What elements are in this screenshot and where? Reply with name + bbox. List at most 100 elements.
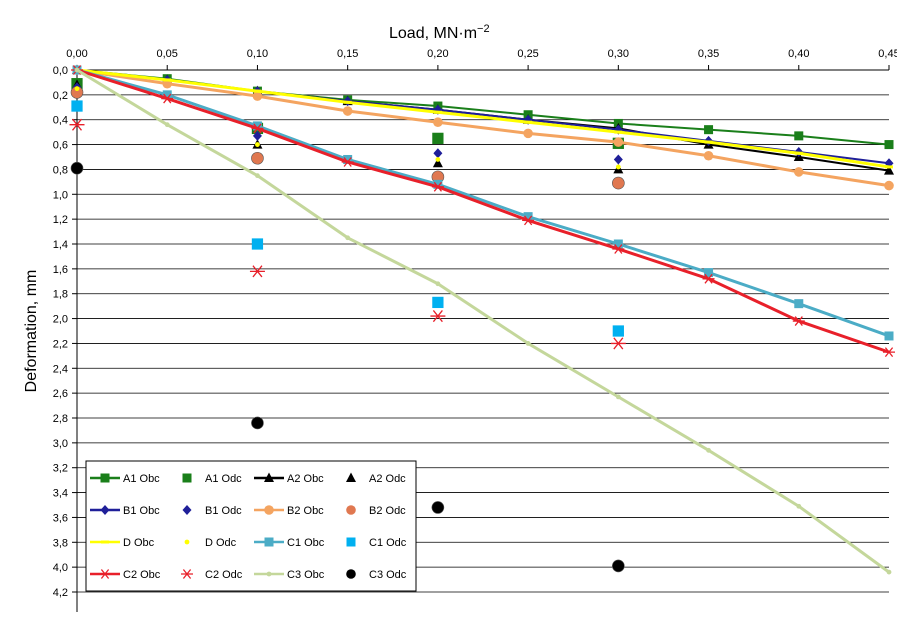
series-c2-obc: [71, 65, 895, 358]
data-point: [706, 447, 711, 453]
data-point: [525, 341, 531, 346]
x-tick-label: 0,15: [337, 48, 358, 60]
y-tick-label: 3,0: [53, 438, 68, 450]
data-point: [435, 281, 441, 287]
data-point: [704, 268, 714, 278]
y-tick-label: 4,2: [53, 587, 68, 599]
y-tick-label: 3,6: [53, 512, 68, 524]
data-point: [886, 569, 892, 575]
data-point: [613, 154, 623, 165]
series-line: [76, 68, 890, 169]
data-point: [253, 89, 262, 93]
data-point: [255, 173, 260, 179]
data-point: [161, 93, 174, 104]
y-tick-label: 2,6: [53, 388, 68, 400]
data-point: [704, 140, 713, 144]
x-tick-label: 0,30: [608, 48, 629, 60]
series-c1-odc: [71, 100, 624, 337]
x-tick-label: 0,45: [878, 48, 897, 60]
data-point: [794, 299, 804, 309]
legend-label: A1 Obc: [123, 473, 160, 485]
data-point: [523, 212, 533, 222]
data-point: [431, 181, 444, 192]
x-tick-label: 0,10: [247, 48, 268, 60]
legend-marker-swatch: [100, 473, 110, 483]
y-axis-title: Deformation, mm: [23, 270, 40, 393]
data-point: [793, 167, 804, 177]
data-point: [612, 176, 625, 190]
y-tick-label: 1,8: [53, 289, 68, 301]
data-point: [69, 118, 85, 131]
legend-marker-swatch: [99, 569, 111, 579]
y-tick-label: 2,8: [53, 413, 68, 425]
legend-label: B1 Odc: [205, 505, 242, 517]
legend-marker-swatch: [264, 505, 274, 515]
data-point: [884, 180, 894, 191]
legend-marker-swatch: [266, 571, 272, 577]
legend-item: A1 Obc: [90, 473, 160, 485]
data-point: [613, 239, 623, 249]
y-tick-label: 1,2: [53, 214, 68, 226]
y-tick-label: 4,0: [53, 562, 68, 574]
data-point: [794, 151, 803, 155]
y-tick-label: 0,4: [53, 115, 68, 127]
legend-label: A1 Odc: [205, 473, 242, 485]
data-point: [74, 86, 80, 92]
data-point: [885, 165, 893, 169]
data-point: [432, 296, 444, 309]
data-point: [433, 148, 443, 159]
legend-marker-swatch: [181, 569, 193, 579]
legend-marker-swatch: [346, 505, 356, 515]
legend-item: C1 Odc: [346, 537, 407, 549]
data-point: [433, 117, 443, 127]
data-point: [345, 235, 351, 241]
data-point: [163, 78, 172, 82]
data-point: [613, 137, 624, 147]
data-point: [431, 501, 445, 514]
data-point: [612, 244, 625, 254]
data-point: [432, 132, 444, 144]
data-point: [251, 416, 264, 430]
data-point: [252, 121, 262, 131]
legend-item: C1 Obc: [254, 537, 325, 549]
y-tick-label: 1,4: [53, 239, 68, 251]
legend-label: C3 Obc: [287, 569, 325, 581]
x-tick-label: 0,25: [517, 48, 538, 60]
legend-item: A2 Odc: [346, 472, 406, 485]
series-b1-odc: [72, 82, 623, 165]
data-point: [162, 90, 172, 100]
data-point: [612, 559, 625, 573]
data-point: [252, 91, 263, 101]
legend-label: B1 Obc: [123, 505, 160, 517]
series-d-odc: [74, 86, 621, 170]
data-point: [430, 310, 446, 323]
x-axis-title-superscript: −2: [477, 23, 490, 35]
legend-marker-swatch: [101, 540, 109, 544]
data-point: [884, 140, 894, 150]
y-tick-label: 1,0: [53, 189, 68, 201]
legend-item: C2 Obc: [90, 569, 161, 581]
data-point: [796, 503, 802, 509]
legend-marker-swatch: [346, 569, 356, 579]
legend-item: B2 Obc: [254, 505, 324, 517]
y-tick-label: 3,2: [53, 463, 68, 475]
legend-marker-swatch: [346, 537, 356, 547]
data-point: [74, 67, 80, 73]
legend-item: C3 Odc: [346, 569, 407, 581]
data-point: [343, 100, 352, 104]
data-point: [704, 125, 714, 135]
data-point: [523, 128, 533, 139]
legend-marker-swatch: [100, 505, 110, 515]
legend-label: C1 Obc: [287, 537, 325, 549]
data-point: [703, 150, 714, 161]
y-tick-label: 0,2: [53, 90, 68, 102]
data-point: [702, 273, 715, 284]
data-point: [255, 142, 260, 147]
series-line: [76, 68, 890, 574]
x-axis-title-text: Load, MN·m: [389, 25, 477, 42]
series-c2-odc: [69, 118, 626, 350]
series-layer: [69, 64, 895, 575]
x-tick-label: 0,00: [66, 48, 87, 60]
y-tick-label: 1,6: [53, 264, 68, 276]
